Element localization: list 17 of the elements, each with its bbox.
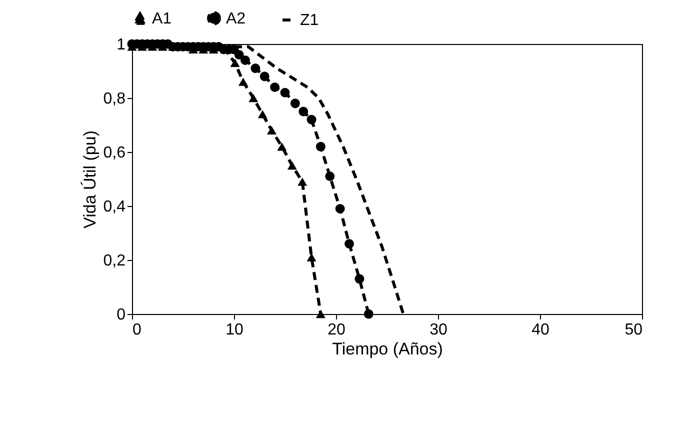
legend-label: A1 bbox=[152, 10, 172, 28]
y-tick-label: 1 bbox=[116, 36, 126, 54]
x-tick-label: 0 bbox=[132, 322, 142, 338]
legend-label: Z1 bbox=[300, 12, 319, 29]
x-tick-label: 10 bbox=[226, 322, 244, 338]
x-tick-label: 40 bbox=[532, 322, 550, 338]
x-axis-title: Tiempo (Años) bbox=[332, 340, 443, 358]
y-tick-label: 0,4 bbox=[103, 198, 126, 216]
y-axis-title: Vida Útil (pu) bbox=[80, 130, 100, 228]
y-tick-label: 0,2 bbox=[103, 252, 126, 270]
x-tick-label: 20 bbox=[328, 322, 346, 338]
y-tick-label: 0,6 bbox=[103, 144, 126, 162]
y-tick-label: 0 bbox=[116, 306, 126, 324]
legend-label: A2 bbox=[226, 10, 246, 28]
x-tick-label: 50 bbox=[624, 322, 643, 338]
y-tick-label: 0,8 bbox=[103, 90, 126, 108]
x-tick-label: 30 bbox=[430, 322, 448, 338]
